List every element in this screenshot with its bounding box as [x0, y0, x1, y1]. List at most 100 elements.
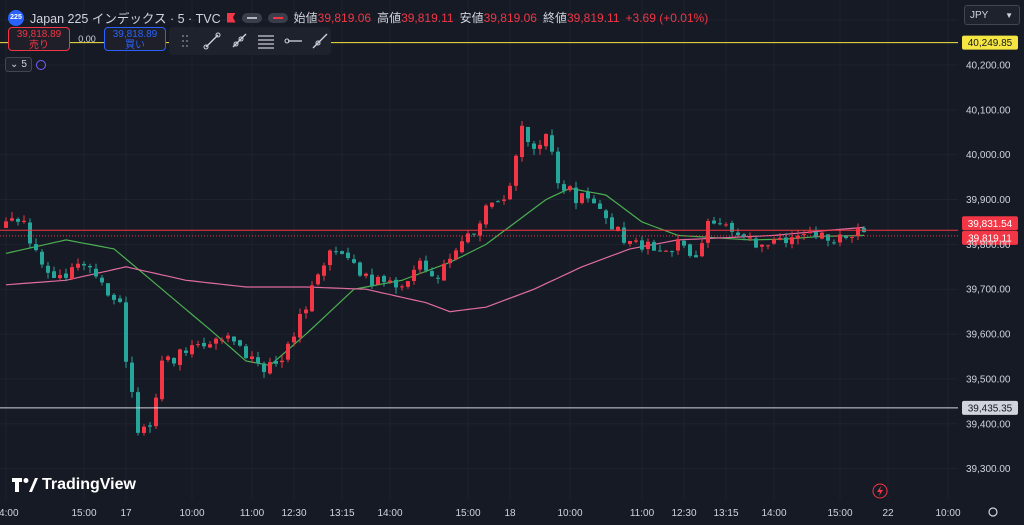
candle-body [598, 203, 602, 209]
candle-body [40, 251, 44, 265]
sell-price: 39,818.89 [16, 29, 62, 40]
close-label: 終値 [542, 11, 567, 25]
extended-line-icon[interactable] [308, 29, 331, 53]
candle-body [100, 277, 104, 283]
candle-body [10, 218, 14, 221]
y-tick-label: 40,000.00 [966, 150, 1011, 161]
candle-body [166, 356, 170, 360]
trend-line-icon[interactable] [200, 29, 223, 53]
candle-body [154, 397, 158, 427]
candle-body [532, 143, 536, 149]
candle-body [508, 185, 512, 200]
candle-body [538, 144, 542, 149]
candle-body [844, 235, 848, 238]
candle-body [544, 134, 548, 147]
symbol-title[interactable]: Japan 225 インデックス · 5 · TVC [30, 12, 221, 26]
candle-body [160, 360, 164, 400]
candle-body [292, 336, 296, 343]
y-tick-label: 39,300.00 [966, 464, 1011, 475]
candle-body [226, 335, 230, 339]
y-tick-label: 39,400.00 [966, 419, 1011, 430]
candle-body [490, 202, 494, 207]
open-value: 39,819.06 [317, 11, 372, 25]
candle-body [118, 298, 122, 302]
close-value: 39,819.11 [567, 11, 620, 25]
candle-body [466, 233, 470, 243]
candle-body [460, 241, 464, 253]
candle-body [52, 271, 56, 278]
y-tick-label: 39,800.00 [966, 240, 1011, 251]
price-line-label-bg [962, 35, 1018, 50]
x-tick-label: 18 [504, 508, 516, 519]
candle-body [826, 234, 830, 241]
interval-value: 5 [21, 59, 27, 70]
buy-button[interactable]: 39,818.89 買い [104, 27, 166, 51]
x-tick-label: 15:00 [71, 508, 96, 519]
hide-icon[interactable] [241, 12, 262, 23]
trade-panel: 39,818.89 売り 0.00 39,818.89 買い [8, 27, 166, 51]
candle-body [364, 273, 368, 276]
candle-body [304, 309, 308, 314]
ray-icon[interactable] [227, 29, 250, 53]
buy-price: 39,818.89 [112, 29, 158, 40]
candle-body [406, 281, 410, 287]
horizontal-ray-icon[interactable] [281, 29, 304, 53]
candle-body [448, 258, 452, 264]
candle-body [622, 227, 626, 243]
candle-body [412, 269, 416, 281]
settings-gear-icon [988, 507, 998, 517]
candle-body [184, 350, 188, 353]
candle-body [400, 286, 404, 288]
price-line-label: 40,249.85 [968, 38, 1013, 49]
candle-body [784, 237, 788, 244]
candle-body [262, 363, 266, 373]
candle-body [796, 235, 800, 239]
candle-body [244, 346, 248, 358]
interval-button[interactable]: ⌄ 5 [5, 57, 32, 72]
fib-retracement-icon[interactable] [254, 29, 277, 53]
exchange-badge: 225 [8, 9, 24, 26]
candle-body [754, 238, 758, 248]
remove-icon[interactable] [267, 12, 288, 23]
x-tick-label: 17 [120, 508, 132, 519]
x-tick-label: 13:15 [329, 508, 354, 519]
x-tick-label: 10:00 [557, 508, 582, 519]
candle-body [706, 220, 710, 243]
candle-body [520, 125, 524, 158]
candle-body [322, 265, 326, 276]
candle-body [88, 266, 92, 268]
indicator-ring-icon[interactable] [35, 59, 46, 70]
high-label: 高値 [377, 11, 402, 25]
candle-body [442, 263, 446, 281]
candle-body [514, 155, 518, 186]
candle-body [214, 338, 218, 344]
x-tick-label: 13:15 [713, 508, 738, 519]
candle-body [682, 240, 686, 246]
currency-selector[interactable]: JPY ▼ [964, 5, 1020, 25]
candle-body [628, 241, 632, 244]
candle-body [328, 250, 332, 266]
candle-body [16, 218, 20, 222]
x-tick-label: 15:00 [827, 508, 852, 519]
candle-body [700, 243, 704, 257]
candle-body [688, 244, 692, 256]
candle-body [370, 274, 374, 286]
candle-body [82, 263, 86, 266]
candle-body [232, 336, 236, 342]
candle-body [616, 226, 620, 232]
candle-body [190, 345, 194, 355]
candle-body [4, 221, 8, 228]
candle-body [556, 151, 560, 184]
candle-body [22, 220, 26, 222]
low-label: 安値 [459, 11, 484, 25]
price-line-label-bg [962, 230, 1018, 245]
sell-label: 売り [29, 40, 49, 51]
candle-body [658, 250, 662, 252]
drag-handle-icon[interactable] [173, 29, 196, 53]
sell-button[interactable]: 39,818.89 売り [8, 27, 70, 51]
candle-body [418, 260, 422, 270]
candle-body [382, 275, 386, 282]
candle-body [280, 360, 284, 363]
spread-value: 0.00 [78, 34, 96, 44]
